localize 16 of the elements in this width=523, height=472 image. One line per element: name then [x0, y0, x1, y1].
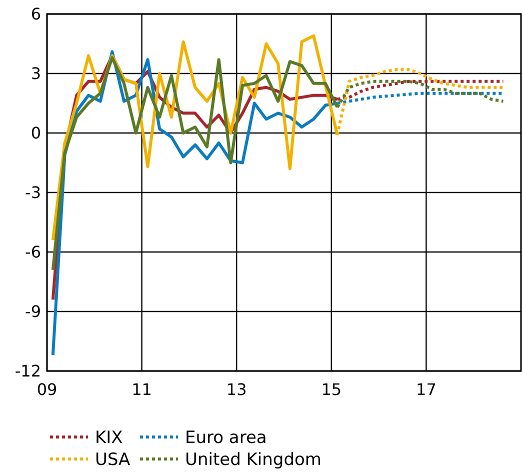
x-tick-label: 13: [226, 380, 247, 399]
x-tick-label: 11: [132, 380, 152, 399]
legend-label: USA: [95, 450, 131, 470]
x-tick-label: 09: [36, 380, 58, 399]
x-tick-label: 17: [416, 380, 436, 399]
y-tick-label: 3: [30, 64, 41, 84]
legend-label: Euro area: [185, 428, 267, 448]
legend-label: United Kingdom: [185, 450, 322, 470]
y-tick-label: 6: [30, 4, 41, 24]
x-tick-label: 15: [321, 380, 342, 399]
y-tick-label: -12: [14, 362, 41, 381]
y-tick-label: 0: [30, 124, 41, 143]
y-tick-label: -9: [25, 302, 41, 322]
y-tick-label: -6: [25, 242, 41, 262]
legend-label: KIX: [95, 428, 124, 448]
y-tick-label: -3: [25, 183, 41, 202]
